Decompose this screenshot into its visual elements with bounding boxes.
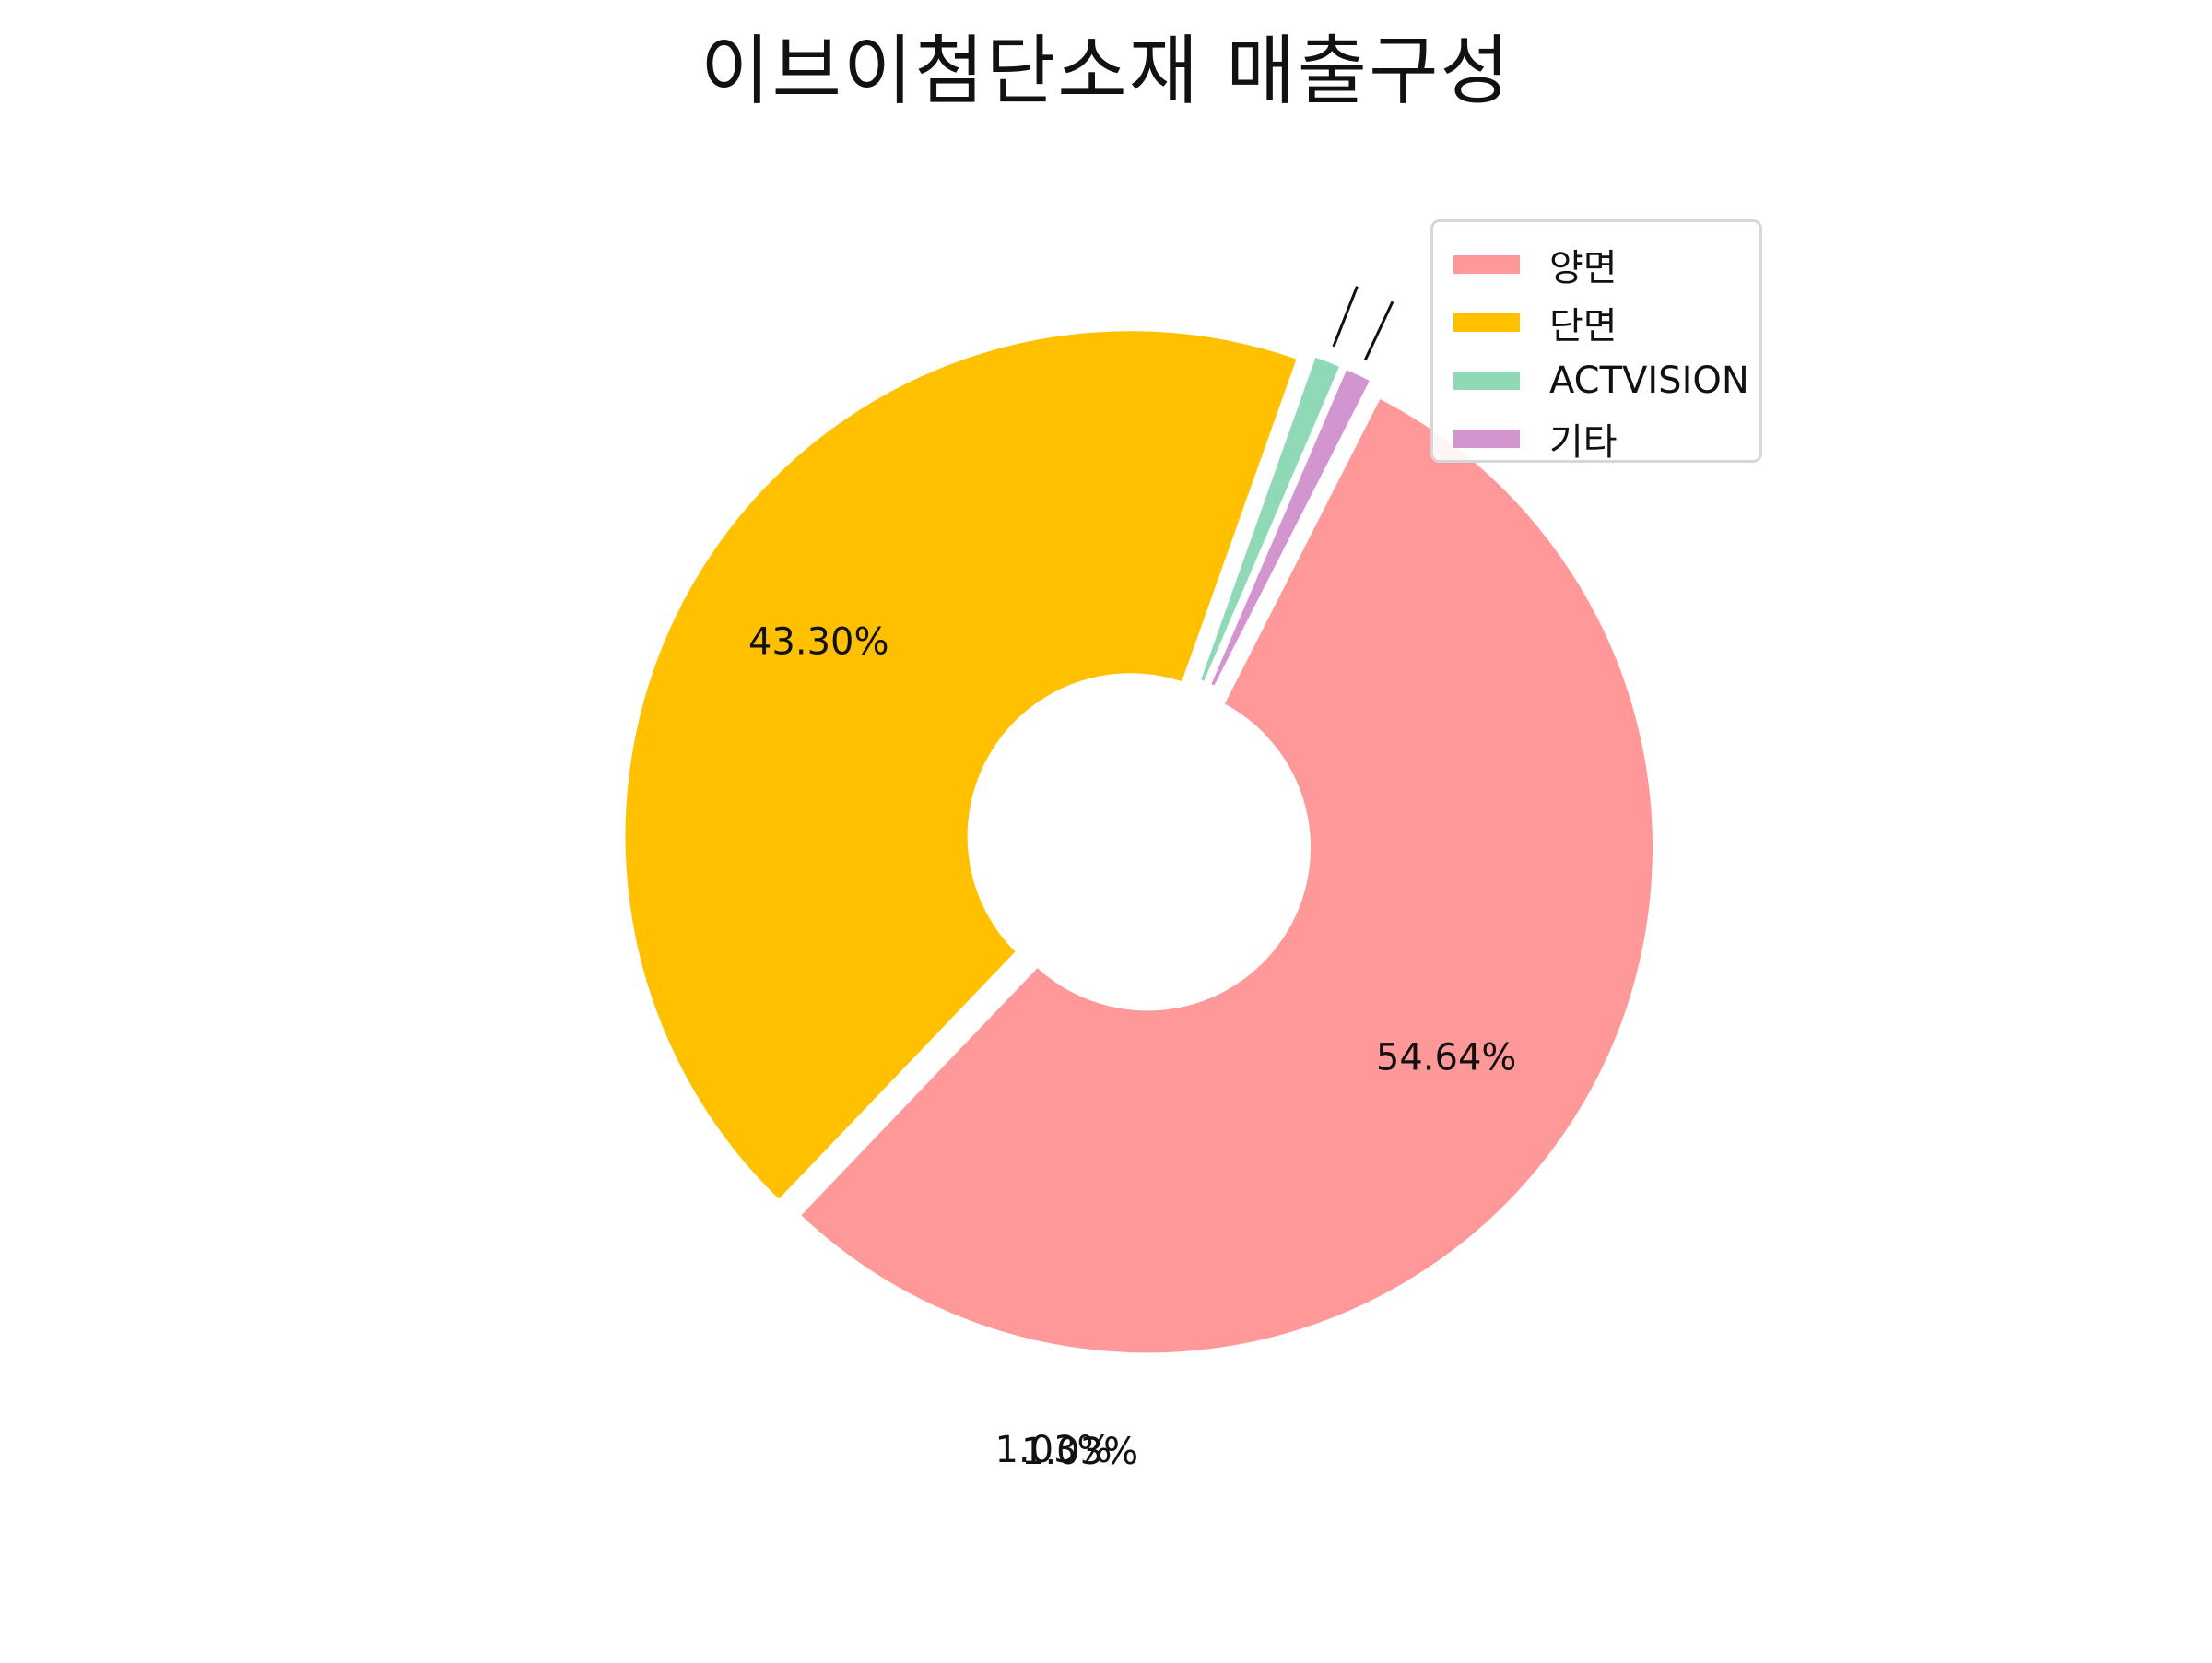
leader-line-actvision <box>1332 286 1359 348</box>
data-label-기타: 1.03% <box>994 1429 1112 1471</box>
data-label-양면: 54.64% <box>1376 1036 1517 1079</box>
pie-slice-양면 <box>790 389 1660 1361</box>
chart-title: 이브이첨단소재 매출구성 <box>700 28 1512 115</box>
legend-swatch <box>1453 254 1520 274</box>
legend-label: ACTVISION <box>1549 359 1749 402</box>
legend-item-양면: 양면 <box>1453 235 1743 293</box>
leader-line-기타 <box>1363 301 1394 361</box>
legend-item-actvision: ACTVISION <box>1453 351 1749 409</box>
data-label-actvision: 1.03% <box>1021 1431 1138 1473</box>
legend-swatch <box>1453 313 1520 332</box>
legend-swatch <box>1453 429 1520 448</box>
legend-label: 기타 <box>1549 420 1618 464</box>
data-label-단면: 43.30% <box>748 621 889 664</box>
legend-item-기타: 기타 <box>1453 409 1743 467</box>
legend-item-단면: 단면 <box>1453 293 1743 351</box>
legend-label: 단면 <box>1549 304 1618 348</box>
legend-label: 양면 <box>1549 246 1618 289</box>
pie-slice-단면 <box>618 324 1306 1209</box>
legend: 양면 단면 ACTVISION 기타 <box>1430 219 1762 464</box>
legend-swatch <box>1453 371 1520 390</box>
pie-slice-기타 <box>1201 360 1380 696</box>
